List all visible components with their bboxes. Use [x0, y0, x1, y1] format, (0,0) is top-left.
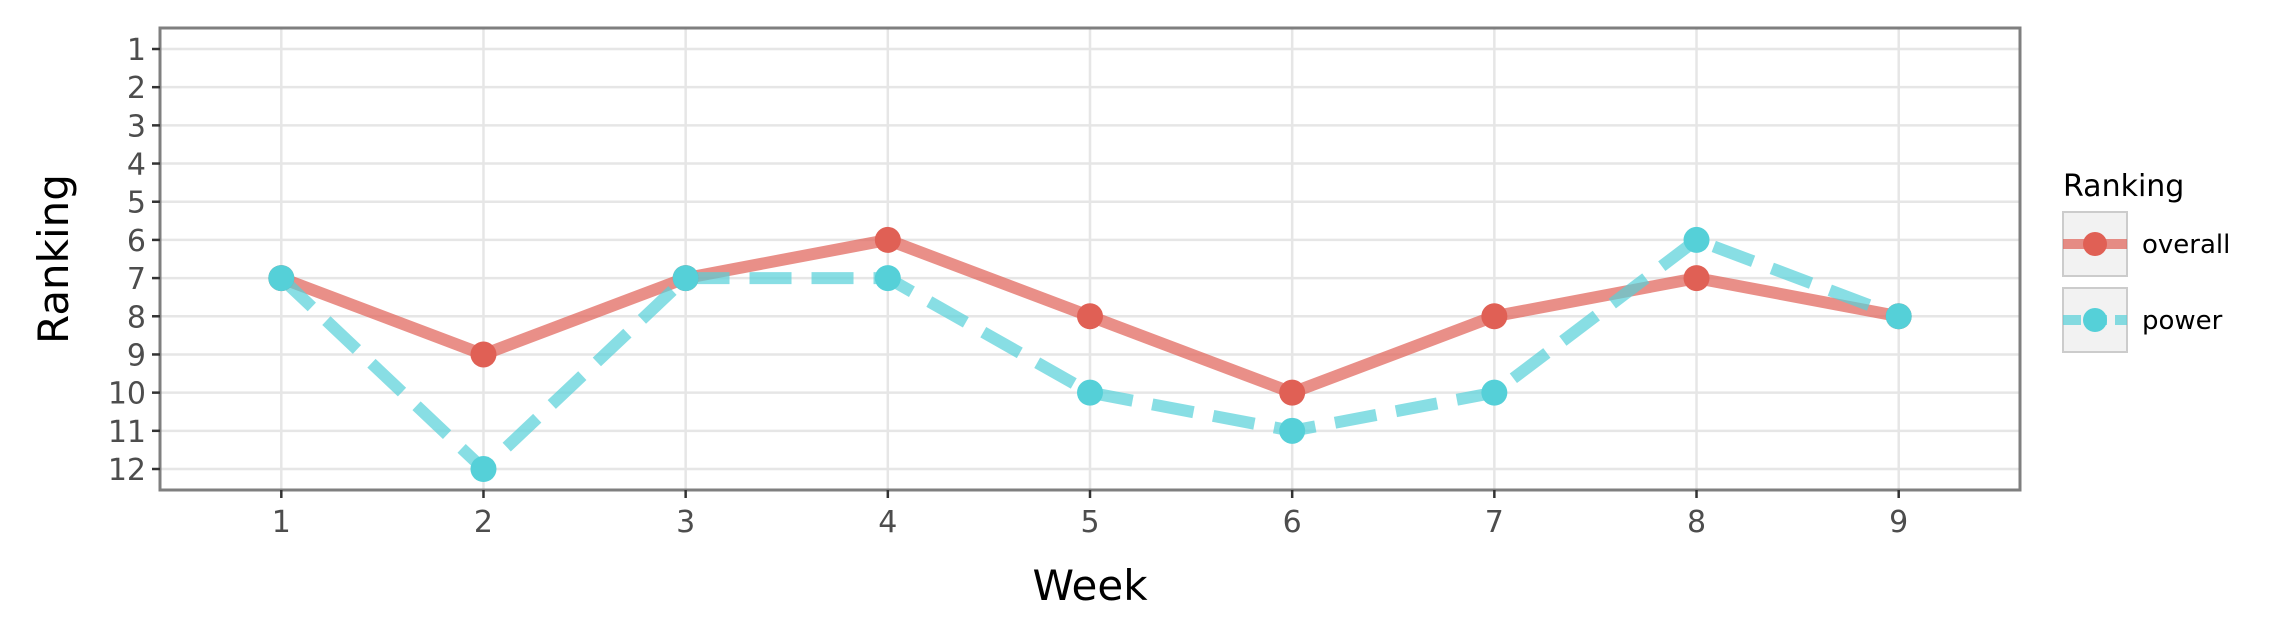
x-tick-label: 9 [1889, 505, 1908, 540]
data-point-overall [1481, 303, 1508, 330]
data-point-overall [1683, 265, 1710, 292]
x-tick-label: 2 [474, 505, 493, 540]
x-tick-label: 6 [1283, 505, 1302, 540]
y-tick-label: 10 [108, 377, 146, 412]
x-tick-label: 4 [878, 505, 897, 540]
y-tick-label: 3 [127, 109, 146, 144]
data-point-power [874, 265, 901, 292]
y-tick-label: 7 [127, 262, 146, 297]
y-tick-label: 9 [127, 338, 146, 373]
data-point-power [470, 456, 497, 482]
legend-label-power: power [2142, 306, 2223, 336]
x-tick-label: 7 [1485, 505, 1504, 540]
x-tick-label: 1 [272, 505, 291, 540]
data-point-overall [874, 226, 901, 253]
data-point-overall [1077, 303, 1103, 330]
x-axis-title: Week [1032, 561, 1148, 610]
y-tick-label: 11 [108, 415, 146, 450]
y-tick-label: 6 [127, 224, 146, 259]
x-tick-label: 5 [1080, 505, 1099, 540]
legend-key-point-power [2083, 308, 2107, 332]
data-point-power [1885, 303, 1912, 330]
y-tick-label: 8 [127, 300, 146, 335]
data-point-power [268, 265, 295, 292]
series-line-power [277, 233, 1901, 475]
data-point-power [1279, 417, 1306, 444]
legend-key-point-overall [2083, 232, 2107, 256]
y-tick-label: 12 [108, 453, 146, 488]
y-tick-label: 2 [127, 71, 146, 106]
legend: Ranking overall power [2062, 169, 2230, 353]
y-axis-title: Ranking [29, 174, 78, 344]
series-points [268, 226, 1912, 482]
data-point-overall [470, 341, 497, 368]
y-tick-label: 5 [127, 186, 146, 221]
data-point-power [1077, 379, 1103, 406]
data-point-overall [1279, 379, 1306, 406]
legend-title: Ranking [2063, 169, 2184, 204]
y-tick-label: 4 [127, 148, 146, 183]
x-tick-label: 3 [676, 505, 695, 540]
legend-label-overall: overall [2142, 230, 2230, 260]
data-point-power [672, 265, 699, 292]
x-tick-label: 8 [1687, 505, 1706, 540]
data-point-power [1683, 226, 1710, 253]
y-tick-label: 1 [127, 33, 146, 68]
data-point-power [1481, 379, 1508, 406]
